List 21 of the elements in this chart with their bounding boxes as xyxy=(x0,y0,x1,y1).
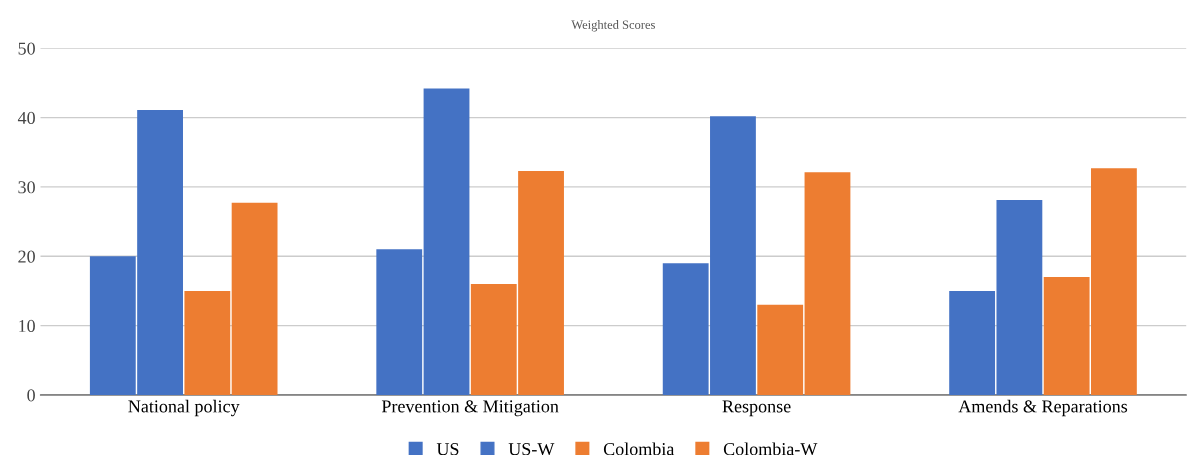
y-tick-label: 50 xyxy=(18,42,35,55)
y-tick-label: 0 xyxy=(27,389,35,402)
y-tick-label: 20 xyxy=(18,250,35,263)
bar xyxy=(804,172,851,395)
legend-label: Colombia-W xyxy=(723,442,818,455)
legend-label: Colombia xyxy=(603,442,675,455)
x-tick-label: National policy xyxy=(128,399,240,417)
bar xyxy=(184,290,231,395)
y-tick-label: 10 xyxy=(19,319,35,333)
y-tick-label: 40 xyxy=(17,111,35,125)
bar xyxy=(423,88,470,395)
x-tick-label: Response xyxy=(722,400,791,417)
y-tick-label: 30 xyxy=(18,181,35,194)
chart-title: Weighted Scores xyxy=(571,20,655,32)
legend-label: US xyxy=(436,443,459,455)
x-tick-label: Prevention & Mitigation xyxy=(381,400,559,417)
bar xyxy=(231,202,278,395)
x-tick-label: Amends & Reparations xyxy=(958,399,1128,417)
legend-label: US-W xyxy=(508,443,555,455)
bar xyxy=(376,249,423,395)
bar xyxy=(757,304,804,395)
